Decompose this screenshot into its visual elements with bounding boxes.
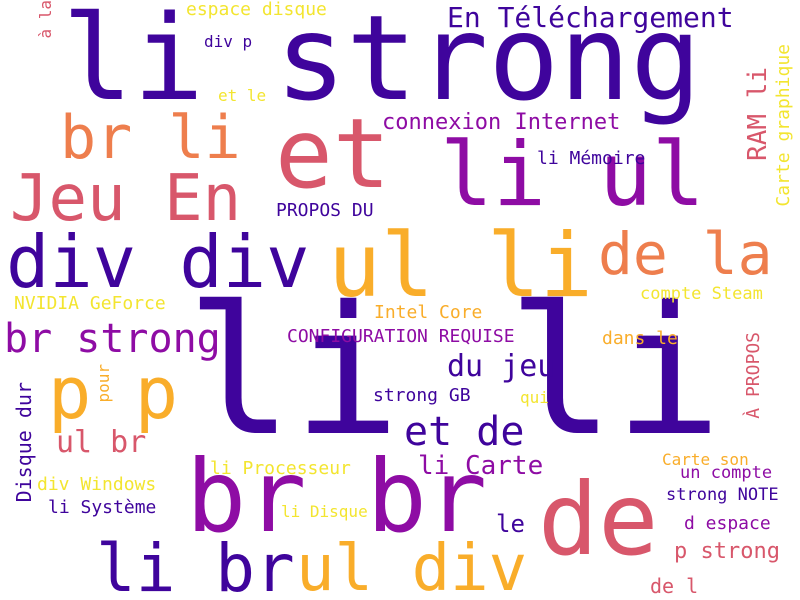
word-de-la: de la	[598, 220, 773, 288]
word-configuration-requise: CONFIGURATION REQUISE	[287, 326, 515, 347]
word-le: le	[496, 510, 525, 538]
word-connexion-internet: connexion Internet	[382, 110, 621, 135]
word-ul-li: ul li	[328, 214, 593, 317]
word-de: de	[538, 461, 659, 578]
word-intel-core: Intel Core	[374, 302, 483, 323]
word-p-p: p p	[48, 351, 179, 435]
word-carte-son: Carte son	[662, 450, 749, 469]
word-espace-disque: espace disque	[186, 0, 327, 20]
word-jeu-en: Jeu En	[10, 162, 242, 236]
word-ram-li: RAM li	[743, 67, 773, 161]
word-p-strong: p strong	[674, 539, 780, 564]
word-propos-du: PROPOS DU	[276, 200, 374, 221]
word-un-compte: un compte	[680, 463, 773, 483]
word-li-ul: li ul	[440, 123, 705, 226]
word-et-de: et de	[404, 409, 525, 455]
word-disque-dur: Disque dur	[12, 382, 36, 503]
word-li-br: li br	[96, 530, 295, 600]
word-et: et	[275, 98, 391, 210]
word-br-li: br li	[60, 103, 241, 173]
word-div-div: div div	[6, 220, 310, 304]
word-a-propos: À PROPOS	[743, 332, 764, 419]
word-dans-le: dans le	[602, 328, 678, 349]
word-li-processeur: li Processeur	[210, 458, 351, 479]
word-nvidia-geforce: NVIDIA GeForce	[14, 293, 166, 314]
word-d-espace: d espace	[684, 513, 771, 534]
word-br-br: br br	[186, 438, 488, 555]
word-br-strong: br strong	[4, 316, 221, 362]
word-ul-br: ul br	[56, 425, 147, 460]
word-li-carte: li Carte	[418, 451, 544, 481]
word-li-disque: li Disque	[281, 502, 368, 521]
word-li-memoire: li Mémoire	[537, 148, 646, 169]
word-carte-graphique: Carte graphique	[773, 44, 794, 207]
word-strong-note: strong NOTE	[666, 485, 779, 505]
word-strong-gb: strong GB	[373, 385, 471, 406]
word-de-l: de l	[650, 574, 699, 598]
word-li-systeme: li Système	[48, 497, 157, 518]
word-ul-div: ul div	[296, 532, 528, 600]
word-div-p: div p	[204, 32, 253, 51]
word-du-jeu: du jeu	[447, 349, 556, 384]
word-en-telechargement: En Téléchargement	[447, 1, 734, 34]
word-li-strong: li strong	[62, 0, 702, 127]
word-li-li: li li	[186, 268, 722, 475]
word-qui: qui	[520, 388, 549, 407]
word-div-windows: div Windows	[37, 474, 157, 495]
word-compte-steam: compte Steam	[640, 284, 763, 304]
word-a-la: à la	[36, 0, 55, 39]
word-pour: pour	[94, 364, 113, 403]
word-et-le: et le	[218, 86, 267, 105]
